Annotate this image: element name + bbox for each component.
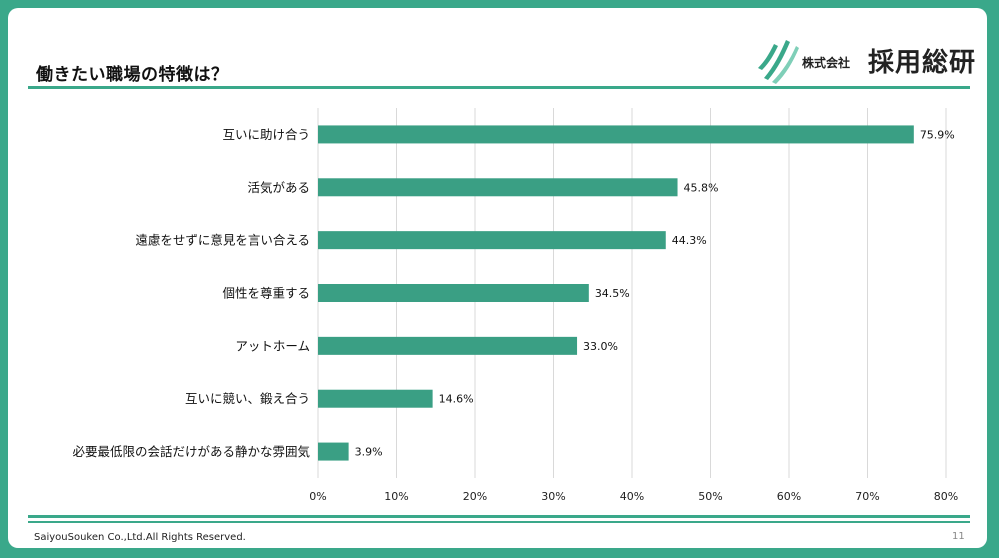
page-number: 11 xyxy=(952,531,965,542)
page-title: 働きたい職場の特徴は？ xyxy=(36,65,229,85)
bar-0 xyxy=(318,125,914,144)
bar-2 xyxy=(318,231,666,250)
category-label: 遠慮をせずに意見を言い合える xyxy=(135,233,310,248)
category-label: 互いに競い、鍛え合う xyxy=(185,391,310,406)
x-tick-label: 60% xyxy=(777,490,801,503)
title-divider xyxy=(28,86,970,89)
data-label: 44.3% xyxy=(672,234,707,247)
bar-5 xyxy=(318,389,433,408)
bar-3 xyxy=(318,284,589,302)
bar-1 xyxy=(318,178,678,197)
data-label: 45.8% xyxy=(684,181,719,194)
copyright-text: SaiyouSouken Co.,Ltd.All Rights Reserved… xyxy=(34,532,246,543)
x-tick-label: 20% xyxy=(463,490,487,503)
data-label: 33.0% xyxy=(583,340,618,353)
x-tick-label: 80% xyxy=(934,490,958,503)
company-logo: 株式会社 採用総研 xyxy=(756,38,975,84)
category-label: 活気がある xyxy=(247,180,310,195)
x-tick-label: 40% xyxy=(620,490,644,503)
x-tick-label: 0% xyxy=(309,490,326,503)
logo-name: 採用総研 xyxy=(868,48,977,78)
logo-mark-icon xyxy=(758,40,799,84)
data-label: 75.9% xyxy=(920,128,955,141)
x-tick-label: 30% xyxy=(541,490,565,503)
x-tick-label: 10% xyxy=(384,490,408,503)
category-label: 個性を尊重する xyxy=(222,286,310,301)
logo-prefix: 株式会社 xyxy=(802,56,851,70)
category-label: 必要最低限の会話だけがある静かな雰囲気 xyxy=(72,444,310,459)
data-label: 3.9% xyxy=(355,446,383,459)
data-label: 34.5% xyxy=(595,287,630,300)
category-label: アットホーム xyxy=(235,338,310,353)
slide: 働きたい職場の特徴は？ 株式会社 採用総研 0% 10% 20% 30% 40% 50% 6… xyxy=(8,8,987,548)
bar-6 xyxy=(318,442,349,461)
footer-divider xyxy=(28,515,970,518)
x-tick-label: 70% xyxy=(855,490,879,503)
category-label: 互いに助け合う xyxy=(222,127,310,142)
bar-chart: 0% 10% 20% 30% 40% 50% 60% 70% 80% 互いに助け合う 75.9% 活気… xyxy=(72,108,958,503)
x-tick-label: 50% xyxy=(698,490,722,503)
bar-4 xyxy=(318,336,578,355)
footer-divider-thin xyxy=(28,521,970,523)
data-label: 14.6% xyxy=(439,393,474,406)
